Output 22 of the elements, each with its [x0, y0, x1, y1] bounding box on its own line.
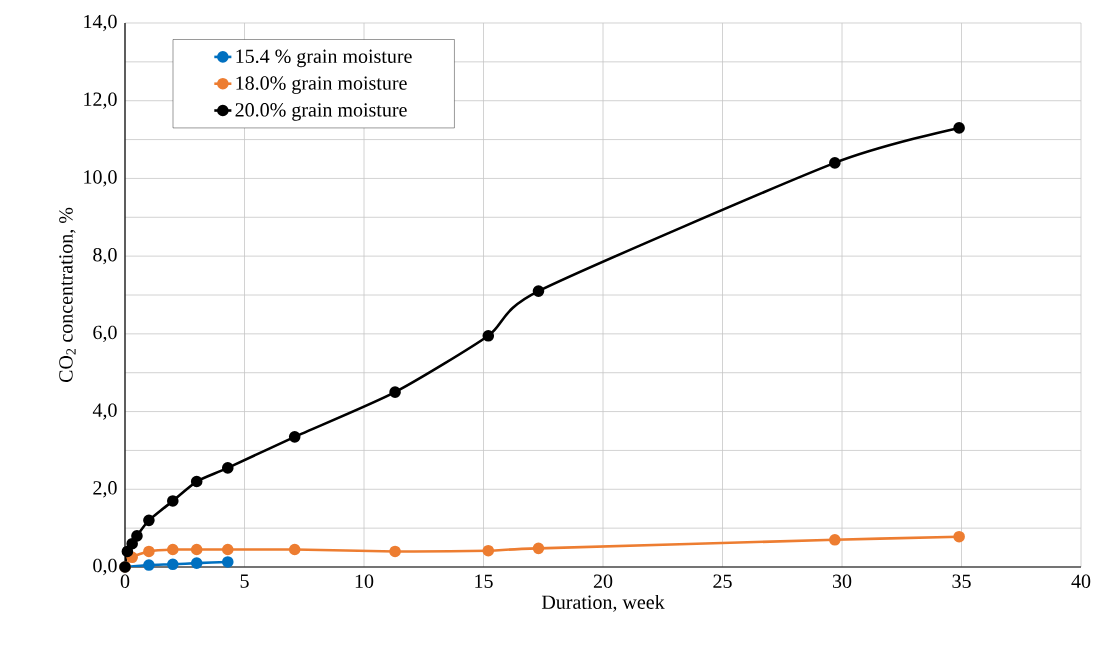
legend-label: 18.0% grain moisture [236, 76, 407, 94]
y-axis-title: CO$_{2}$ concentration, % [59, 207, 76, 383]
x-tick-label: 20 [593, 574, 613, 589]
y-tick-label: 6,0 [93, 325, 117, 343]
x-tick-label: 35 [952, 574, 971, 588]
y-tick-label: 12,0 [84, 92, 117, 109]
x-tick-label: 5 [240, 574, 249, 588]
x-tick-label: 0 [120, 574, 130, 589]
y-tick-label: 0,0 [93, 558, 117, 576]
y-tick-label: 10,0 [84, 170, 117, 187]
x-tick-label: 10 [355, 574, 374, 589]
y-tick-label: 2,0 [93, 481, 117, 498]
x-tick-label: 30 [832, 574, 852, 589]
legend-label: 15.4 % grain moisture [236, 49, 412, 68]
x-tick-label: 40 [1071, 574, 1091, 589]
y-tick-label: 8,0 [93, 247, 117, 265]
y-tick-label: 4,0 [92, 403, 117, 420]
x-tick-label: 25 [713, 574, 732, 588]
y-tick-label: 14,0 [84, 14, 117, 32]
x-tick-label: 15 [475, 574, 493, 588]
legend-label: 20.0% grain moisture [235, 103, 407, 121]
x-axis-title: Duration, week [541, 594, 665, 612]
